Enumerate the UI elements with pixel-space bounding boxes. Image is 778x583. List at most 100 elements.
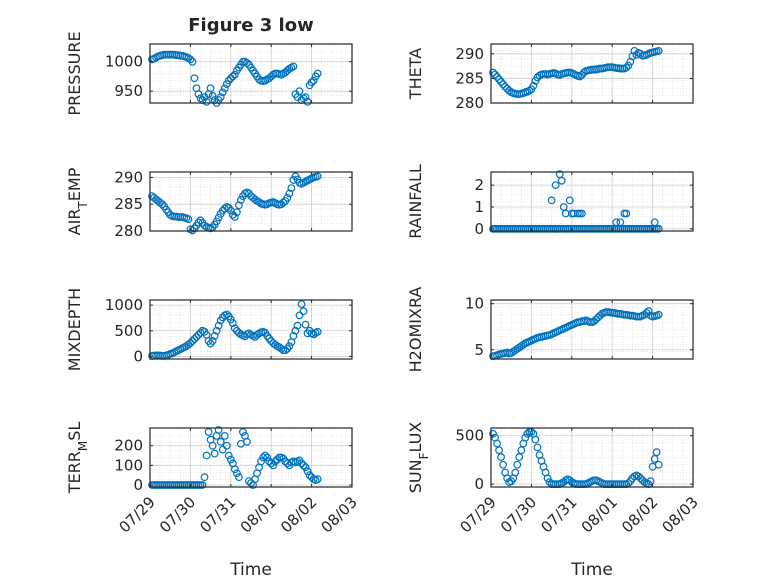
data-point: [194, 330, 203, 339]
data-point: [194, 90, 203, 99]
x-tick-label: 08/03: [659, 493, 702, 536]
data-point: [186, 339, 195, 347]
axes-box: [149, 171, 353, 232]
data-point: [636, 474, 645, 483]
data-point: [245, 329, 253, 338]
subplot-2: 280 285 290 THETA: [406, 43, 694, 112]
data-point: [491, 70, 499, 79]
data-point: [214, 426, 223, 434]
data-point: [499, 460, 508, 469]
data-point: [650, 218, 659, 227]
data-point: [234, 473, 243, 482]
y-tick-label: 2: [474, 176, 484, 194]
data-point: [214, 321, 223, 330]
y-tick-label: 285: [455, 69, 484, 87]
data-point: [230, 465, 239, 474]
data-point: [652, 448, 661, 457]
y-tick-label: 1000: [105, 296, 143, 314]
x-tick-label: 07/29: [457, 493, 500, 536]
data-series: [489, 307, 663, 361]
data-point: [190, 74, 199, 83]
data-point: [634, 472, 643, 481]
data-point: [644, 307, 653, 315]
subplot-3: 280 285 290 AIRTEMP: [65, 167, 353, 240]
data-point: [202, 97, 211, 106]
data-point: [511, 468, 520, 477]
data-point: [305, 471, 314, 480]
data-point: [297, 459, 306, 468]
y-tick-label: 100: [114, 456, 143, 474]
data-point: [220, 431, 229, 440]
data-point: [313, 327, 322, 336]
data-series: [489, 46, 663, 99]
data-point: [630, 46, 639, 55]
data-point: [228, 72, 237, 81]
data-point: [216, 437, 225, 446]
data-point: [208, 337, 217, 345]
axes-box: [149, 43, 353, 104]
data-point: [299, 307, 308, 316]
y-tick-label: 0: [133, 476, 143, 494]
data-point: [230, 213, 239, 221]
data-point: [289, 332, 298, 340]
y-tick-label: 5: [474, 341, 484, 359]
y-tick-label: 0: [474, 475, 484, 493]
y-axis-label: SUNFLUX: [406, 422, 431, 494]
data-point: [218, 88, 227, 97]
y-axis-label: AIRTEMP: [65, 167, 90, 235]
data-point: [578, 71, 586, 79]
data-point: [232, 208, 241, 217]
data-point: [216, 93, 225, 101]
data-point: [307, 78, 316, 87]
data-point: [214, 213, 223, 222]
x-tick-label: 07/30: [156, 493, 199, 536]
data-point: [513, 460, 522, 469]
data-point: [616, 218, 625, 227]
data-point: [267, 459, 276, 468]
data-point: [295, 87, 304, 96]
data-point: [210, 332, 219, 340]
data-point: [202, 451, 211, 460]
data-point: [565, 196, 574, 205]
data-point: [497, 453, 506, 461]
data-point: [501, 82, 510, 91]
data-point: [200, 473, 209, 482]
y-tick-label: 0: [133, 347, 143, 365]
data-point: [654, 310, 663, 319]
data-point: [192, 333, 201, 341]
data-point: [301, 320, 310, 329]
data-point: [654, 46, 663, 55]
data-point: [521, 433, 530, 442]
data-point: [226, 455, 235, 464]
data-point: [575, 72, 584, 81]
data-point: [624, 61, 633, 70]
data-point: [236, 195, 245, 204]
y-tick-label: 500: [114, 322, 143, 340]
data-point: [283, 193, 292, 202]
data-series: [148, 300, 322, 360]
axes-box: [490, 171, 694, 232]
data-point: [261, 451, 270, 460]
data-point: [194, 218, 203, 227]
data-point: [263, 453, 272, 462]
data-point: [291, 326, 300, 335]
data-point: [188, 57, 197, 66]
data-point: [184, 215, 193, 224]
data-point: [525, 86, 534, 95]
data-point: [222, 310, 231, 319]
x-tick-label: 08/02: [618, 493, 661, 536]
data-point: [529, 81, 538, 90]
y-tick-label: 10: [465, 295, 484, 313]
x-tick-label: 08/01: [237, 493, 280, 536]
data-point: [563, 224, 572, 233]
data-point: [232, 469, 241, 478]
axes-box: [490, 427, 694, 488]
data-point: [313, 69, 322, 78]
data-point: [220, 84, 229, 93]
data-series: [148, 426, 322, 489]
data-point: [551, 224, 560, 233]
y-tick-label: 285: [114, 195, 143, 213]
subplot-1: 950 1000 PRESSURE: [65, 31, 353, 116]
y-axis-label: PRESSURE: [65, 31, 84, 115]
